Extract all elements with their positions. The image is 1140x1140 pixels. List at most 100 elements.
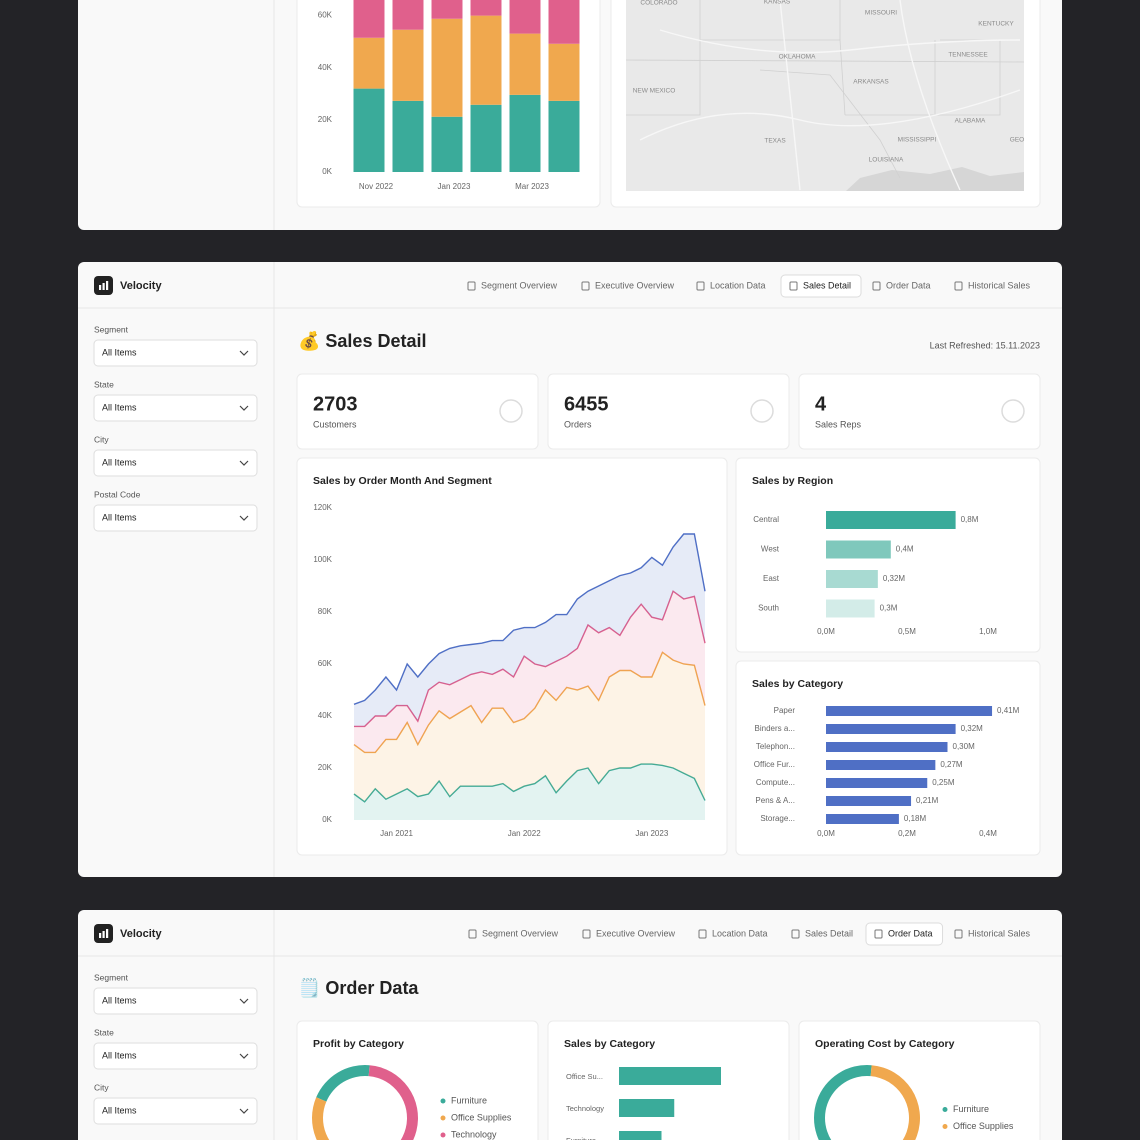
category-label: Binders a... bbox=[755, 724, 795, 733]
y-tick-label: 100K bbox=[313, 555, 332, 564]
card bbox=[735, 660, 1041, 856]
map-label: OKLAHOMA bbox=[779, 54, 817, 61]
filter-dropdown[interactable] bbox=[93, 1042, 258, 1070]
bar-segment bbox=[392, 100, 424, 172]
map-label: LOUISIANA bbox=[869, 157, 904, 164]
chart-title: Sales by Category bbox=[564, 1038, 655, 1050]
bar-segment bbox=[548, 43, 580, 101]
legend-swatch bbox=[942, 1124, 948, 1129]
bar bbox=[826, 796, 912, 806]
filter-dropdown[interactable] bbox=[93, 987, 258, 1015]
area-fill bbox=[354, 534, 705, 727]
kpi-value: 4 bbox=[815, 393, 827, 415]
filter-label: City bbox=[94, 434, 109, 444]
filter-value: All Items bbox=[102, 347, 137, 357]
chart-title: Sales by Category bbox=[752, 678, 843, 690]
map-road bbox=[779, 0, 801, 191]
nav-tab[interactable]: Location Data bbox=[710, 280, 766, 290]
filter-value: All Items bbox=[102, 1050, 137, 1060]
logo-bar bbox=[102, 931, 105, 938]
card bbox=[296, 1020, 539, 1140]
map-road bbox=[659, 29, 1021, 54]
kpi-icon bbox=[499, 399, 523, 423]
legend-swatch bbox=[440, 1132, 446, 1138]
nav-tab[interactable]: Sales Detail bbox=[803, 280, 851, 290]
category-label: East bbox=[763, 574, 780, 583]
nav-icon bbox=[954, 929, 963, 939]
x-tick-label: Jan 2022 bbox=[508, 829, 541, 838]
bar bbox=[826, 599, 875, 618]
kpi-icon bbox=[750, 399, 774, 423]
category-label: Furniture bbox=[566, 1136, 596, 1140]
filter-label: State bbox=[94, 379, 114, 389]
logo-bar bbox=[102, 283, 105, 290]
logo-bar bbox=[99, 933, 102, 938]
map-label: GEO bbox=[1010, 137, 1024, 144]
nav-tab[interactable]: Order Data bbox=[888, 928, 933, 938]
value-label: 0,3M bbox=[880, 604, 898, 613]
chevron bbox=[239, 460, 249, 466]
filter-value: All Items bbox=[102, 402, 137, 412]
x-tick-label: Jan 2023 bbox=[438, 182, 471, 191]
page-title: 🗒️ Order Data bbox=[298, 977, 419, 998]
nav-tab[interactable]: Historical Sales bbox=[968, 928, 1031, 938]
filter-dropdown[interactable] bbox=[93, 504, 258, 532]
nav-icon bbox=[872, 281, 881, 291]
value-label: 0,32M bbox=[961, 724, 984, 733]
map-water bbox=[846, 167, 1024, 191]
x-tick-label: 0,0M bbox=[817, 829, 835, 838]
nav-icon bbox=[954, 281, 963, 291]
nav-tab[interactable]: Executive Overview bbox=[595, 280, 675, 290]
map-border bbox=[626, 0, 701, 116]
nav-tab[interactable]: Segment Overview bbox=[481, 280, 558, 290]
x-tick-label: 0,0M bbox=[817, 627, 835, 636]
kpi-value: 6455 bbox=[564, 393, 609, 415]
filter-dropdown[interactable] bbox=[93, 339, 258, 367]
y-tick-label: 60K bbox=[318, 11, 333, 20]
chevron bbox=[239, 405, 249, 411]
nav-tab[interactable]: Segment Overview bbox=[482, 928, 559, 938]
nav-icon bbox=[467, 281, 476, 291]
bar bbox=[826, 540, 891, 559]
filter-value: All Items bbox=[102, 1105, 137, 1115]
kpi-value: 2703 bbox=[313, 393, 358, 415]
legend-label: Office Supplies bbox=[451, 1112, 512, 1122]
nav-icon bbox=[582, 929, 591, 939]
chart-title: Sales by Region bbox=[752, 475, 833, 487]
nav-icon bbox=[468, 929, 477, 939]
logo-bar bbox=[106, 281, 109, 290]
legend-label: Furniture bbox=[953, 1104, 989, 1114]
nav-icon bbox=[874, 929, 883, 939]
active-tab bbox=[780, 274, 862, 298]
map-label: ALABAMA bbox=[955, 118, 986, 125]
bar bbox=[826, 706, 993, 716]
y-tick-label: 40K bbox=[318, 63, 333, 72]
chart-title: Sales by Order Month And Segment bbox=[313, 475, 492, 487]
nav-tab[interactable]: Executive Overview bbox=[596, 928, 676, 938]
bar-segment bbox=[392, 29, 424, 101]
category-label: Office Su... bbox=[566, 1072, 603, 1081]
area-line bbox=[354, 590, 706, 728]
nav-tab[interactable]: Historical Sales bbox=[968, 280, 1031, 290]
x-tick-label: 0,2M bbox=[898, 829, 916, 838]
y-tick-label: 40K bbox=[318, 711, 333, 720]
map-road bbox=[899, 0, 961, 191]
map-label: KENTUCKY bbox=[978, 21, 1014, 28]
filter-dropdown[interactable] bbox=[93, 1097, 258, 1125]
y-tick-label: 0K bbox=[322, 815, 332, 824]
filter-dropdown[interactable] bbox=[93, 449, 258, 477]
bar-segment bbox=[509, 0, 541, 34]
y-tick-label: 0K bbox=[322, 167, 332, 176]
donut-slice bbox=[814, 1065, 872, 1140]
map-label: COLORADO bbox=[640, 0, 677, 7]
legend-swatch bbox=[440, 1115, 446, 1121]
bar bbox=[619, 1099, 675, 1117]
x-tick-label: 1,0M bbox=[979, 627, 997, 636]
area-line bbox=[353, 651, 706, 754]
filter-dropdown[interactable] bbox=[93, 394, 258, 422]
nav-tab[interactable]: Location Data bbox=[712, 928, 768, 938]
nav-icon bbox=[789, 281, 798, 291]
category-label: Office Fur... bbox=[754, 760, 795, 769]
nav-tab[interactable]: Sales Detail bbox=[805, 928, 853, 938]
nav-tab[interactable]: Order Data bbox=[886, 280, 931, 290]
